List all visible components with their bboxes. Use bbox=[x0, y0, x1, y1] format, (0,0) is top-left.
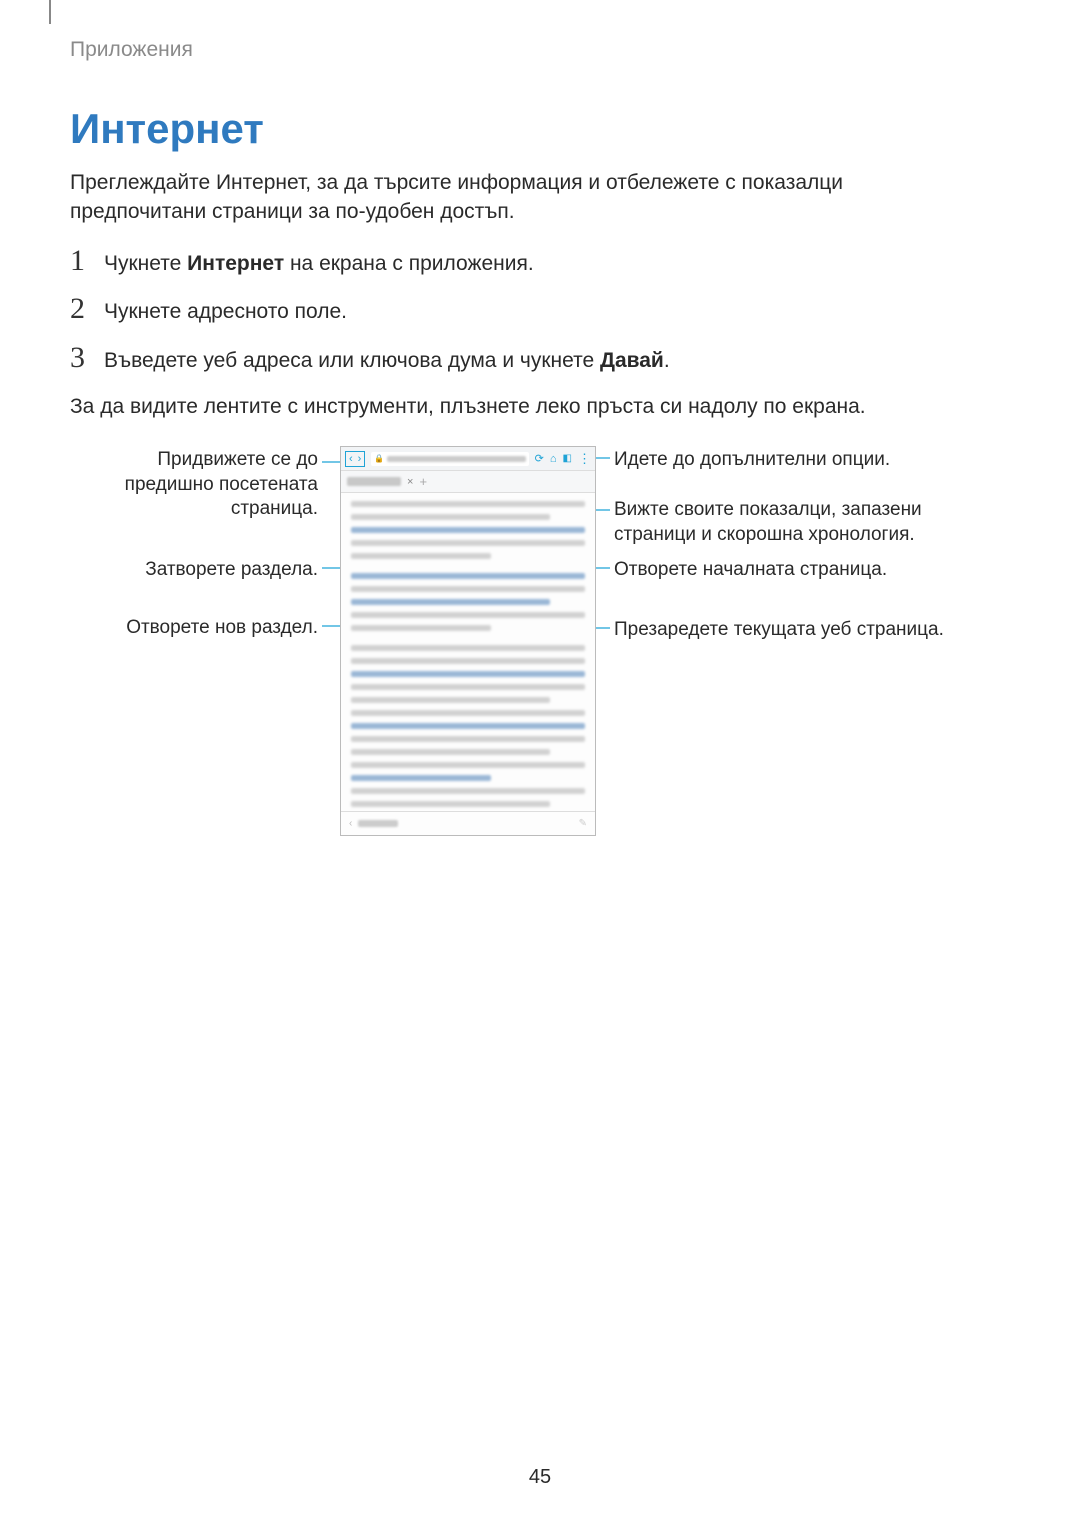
diagram-area: Придвижете се до предишно посетената стр… bbox=[70, 440, 990, 860]
callout-close-tab: Затворете раздела. bbox=[70, 558, 318, 583]
page-number: 45 bbox=[0, 1466, 1080, 1489]
content-link bbox=[351, 599, 550, 605]
step-pre: Чукнете адресното поле. bbox=[104, 300, 347, 323]
step-number: 3 bbox=[70, 341, 104, 375]
tab-title bbox=[347, 477, 401, 486]
browser-screenshot: ‹ › 🔒 ⟳ ⌂ ◧ ⋮ × + bbox=[340, 446, 596, 836]
steps-list: 1 Чукнете Интернет на екрана с приложени… bbox=[70, 230, 970, 389]
home-icon[interactable]: ⌂ bbox=[550, 453, 557, 465]
more-icon[interactable]: ⋮ bbox=[578, 452, 591, 465]
content-line bbox=[351, 540, 585, 546]
callout-new-tab: Отворете нов раздел. bbox=[70, 616, 318, 641]
step-bold: Давай bbox=[600, 349, 664, 372]
callout-reload: Презаредете текущата уеб страница. bbox=[614, 618, 954, 643]
intro-paragraph: Преглеждайте Интернет, за да търсите инф… bbox=[70, 168, 970, 227]
content-line bbox=[351, 658, 585, 664]
nav-buttons-box: ‹ › bbox=[345, 451, 365, 467]
address-bar[interactable]: 🔒 bbox=[371, 452, 528, 466]
content-line bbox=[351, 684, 585, 690]
note-paragraph: За да видите лентите с инструменти, плъз… bbox=[70, 395, 970, 419]
bookmark-icon[interactable]: ◧ bbox=[563, 453, 572, 464]
content-line bbox=[351, 710, 585, 716]
content-line bbox=[351, 801, 550, 807]
content-line bbox=[351, 762, 585, 768]
content-link bbox=[351, 775, 491, 781]
step-2: 2 Чукнете адресното поле. bbox=[70, 292, 970, 326]
content-line bbox=[351, 553, 491, 559]
content-link bbox=[351, 723, 585, 729]
content-line bbox=[351, 625, 491, 631]
content-line bbox=[351, 645, 585, 651]
callout-more-options: Идете до допълнителни опции. bbox=[614, 448, 954, 473]
forward-icon[interactable]: › bbox=[358, 453, 362, 465]
step-bold: Интернет bbox=[187, 252, 284, 275]
content-line bbox=[351, 514, 550, 520]
reload-icon[interactable]: ⟳ bbox=[535, 452, 544, 465]
content-line bbox=[351, 788, 585, 794]
content-line bbox=[351, 697, 550, 703]
browser-toolbar: ‹ › 🔒 ⟳ ⌂ ◧ ⋮ bbox=[341, 447, 595, 471]
content-link bbox=[351, 573, 585, 579]
section-header: Приложения bbox=[70, 38, 193, 62]
step-text: Въведете уеб адреса или ключова дума и ч… bbox=[104, 342, 670, 375]
content-line bbox=[351, 586, 585, 592]
step-number: 1 bbox=[70, 244, 104, 278]
page-title: Интернет bbox=[70, 105, 264, 153]
footer-chevron-icon: ‹ bbox=[349, 818, 352, 829]
page-top-marker bbox=[49, 0, 51, 24]
page-content bbox=[341, 493, 595, 822]
content-link bbox=[351, 671, 585, 677]
step-text: Чукнете адресното поле. bbox=[104, 293, 347, 326]
tabs-bar: × + bbox=[341, 471, 595, 493]
callout-home: Отворете началната страница. bbox=[614, 558, 954, 583]
step-3: 3 Въведете уеб адреса или ключова дума и… bbox=[70, 341, 970, 375]
address-text bbox=[387, 456, 525, 462]
page-footer: ‹ ✎ bbox=[341, 811, 595, 835]
content-line bbox=[351, 749, 550, 755]
content-line bbox=[351, 501, 585, 507]
content-line bbox=[351, 612, 585, 618]
step-pre: Въведете уеб адреса или ключова дума и ч… bbox=[104, 349, 600, 372]
back-icon[interactable]: ‹ bbox=[349, 453, 353, 465]
new-tab-icon[interactable]: + bbox=[419, 474, 427, 489]
step-1: 1 Чукнете Интернет на екрана с приложени… bbox=[70, 244, 970, 278]
lock-icon: 🔒 bbox=[374, 454, 384, 463]
edit-icon: ✎ bbox=[579, 818, 587, 829]
content-link bbox=[351, 527, 585, 533]
content-line bbox=[351, 736, 585, 742]
step-pre: Чукнете bbox=[104, 252, 187, 275]
footer-text bbox=[358, 820, 398, 827]
callout-bookmarks: Вижте своите показалци, запазени страниц… bbox=[614, 498, 954, 547]
step-number: 2 bbox=[70, 292, 104, 326]
close-tab-icon[interactable]: × bbox=[407, 476, 413, 488]
step-post: на екрана с приложения. bbox=[284, 252, 534, 275]
step-post: . bbox=[664, 349, 670, 372]
callout-nav-back: Придвижете се до предишно посетената стр… bbox=[70, 448, 318, 522]
step-text: Чукнете Интернет на екрана с приложения. bbox=[104, 245, 534, 278]
